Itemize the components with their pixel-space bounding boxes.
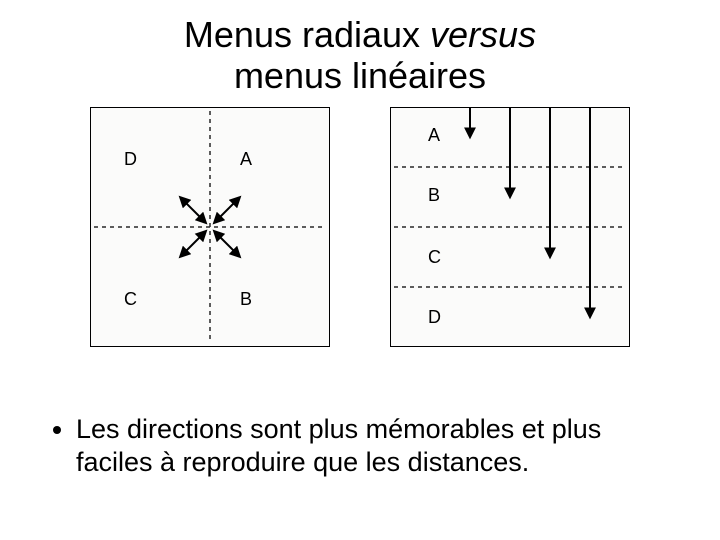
linear-label: B — [428, 185, 440, 206]
slide: Menus radiaux versus menus linéaires A B C… — [0, 0, 720, 540]
radial-label: A — [240, 149, 252, 170]
slide-title: Menus radiaux versus menus linéaires — [0, 0, 720, 97]
linear-label: A — [428, 125, 440, 146]
bullet-item: Les directions sont plus mémorables et p… — [76, 413, 680, 481]
radial-label: C — [124, 289, 137, 310]
linear-label: C — [428, 247, 441, 268]
title-italic: versus — [430, 14, 536, 55]
bullet-block: Les directions sont plus mémorables et p… — [48, 413, 680, 481]
title-line2: menus linéaires — [234, 55, 486, 96]
radial-label: D — [124, 149, 137, 170]
linear-menu-diagram: A B C D — [390, 107, 630, 347]
radial-menu-diagram: A B C D — [90, 107, 330, 347]
radial-svg — [90, 107, 330, 347]
radial-label: B — [240, 289, 252, 310]
linear-svg — [390, 107, 630, 347]
linear-label: D — [428, 307, 441, 328]
figures-row: A B C D A B C D — [0, 107, 720, 347]
title-pre: Menus radiaux — [184, 14, 430, 55]
